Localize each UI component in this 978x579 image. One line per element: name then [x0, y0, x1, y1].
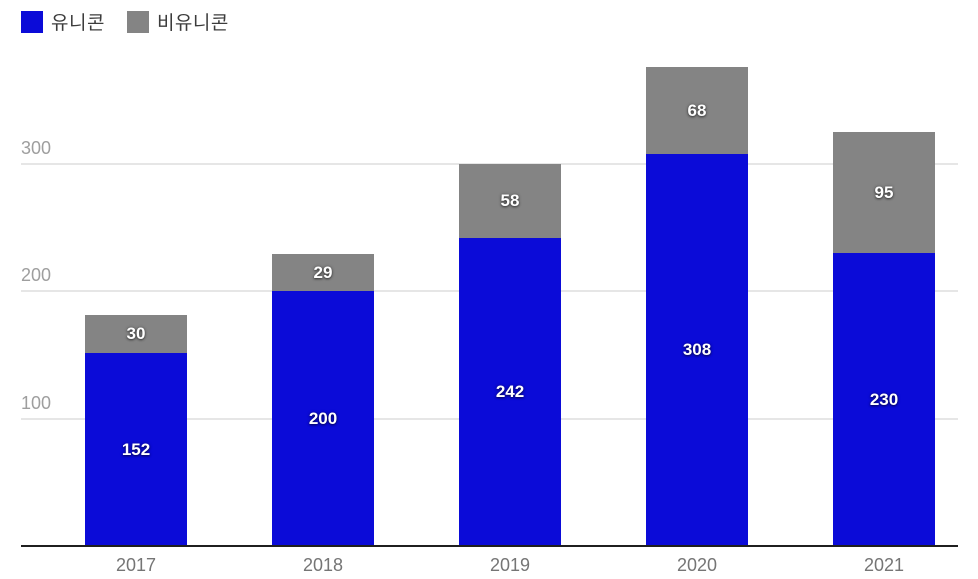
bar-value-non-unicorn-2020: 68 [687, 100, 707, 120]
bar-group-2019: 58 242 [459, 164, 561, 546]
bar-segment-non-unicorn-2021[interactable]: 95 [833, 132, 935, 253]
bar-value-non-unicorn-2018: 29 [313, 262, 333, 282]
bar-segment-non-unicorn-2019[interactable]: 58 [459, 164, 561, 238]
legend-item-non-unicorn: 비유니콘 [126, 8, 229, 35]
ytick-label-200: 200 [21, 265, 52, 285]
bar-value-unicorn-2021: 230 [869, 389, 899, 409]
bar-value-unicorn-2018: 200 [308, 408, 338, 428]
bar-group-2018: 29 200 [272, 254, 374, 546]
bar-value-non-unicorn-2021: 95 [874, 182, 894, 202]
bar-value-unicorn-2019: 242 [495, 382, 525, 401]
bar-segment-unicorn-2017[interactable]: 152 [85, 353, 187, 546]
bar-segment-non-unicorn-2017[interactable]: 30 [85, 315, 187, 353]
bar-group-2017: 30 152 [85, 315, 187, 546]
legend-label-unicorn: 유니콘 [51, 13, 105, 34]
xtick-label-2021: 2021 [863, 555, 905, 575]
bar-value-non-unicorn-2019: 58 [500, 191, 520, 210]
x-axis-line [21, 545, 958, 547]
bar-segment-unicorn-2020[interactable]: 308 [646, 154, 748, 546]
legend-label-non-unicorn: 비유니콘 [156, 13, 229, 34]
legend-swatch-non-unicorn-icon [126, 10, 149, 33]
bar-value-unicorn-2020: 308 [682, 340, 712, 359]
bar-segment-non-unicorn-2020[interactable]: 68 [646, 67, 748, 154]
ytick-label-100: 100 [21, 393, 52, 413]
legend-item-unicorn: 유니콘 [21, 8, 105, 35]
bar-value-unicorn-2017: 152 [121, 439, 151, 459]
chart-legend: 유니콘 비유니콘 [21, 8, 229, 35]
xtick-label-2018: 2018 [302, 555, 344, 575]
bar-value-non-unicorn-2017: 30 [126, 324, 146, 343]
xtick-label-2017: 2017 [115, 555, 157, 575]
legend-swatch-unicorn-icon [21, 10, 43, 33]
xtick-label-2019: 2019 [489, 555, 531, 575]
bar-group-2021: 95 230 [833, 132, 935, 546]
bar-group-2020: 68 308 [646, 67, 748, 546]
bar-segment-unicorn-2018[interactable]: 200 [272, 291, 374, 546]
bar-segment-unicorn-2021[interactable]: 230 [833, 253, 935, 546]
bar-segment-non-unicorn-2018[interactable]: 29 [272, 254, 374, 291]
xtick-label-2020: 2020 [676, 555, 718, 575]
bar-segment-unicorn-2019[interactable]: 242 [459, 238, 561, 546]
ytick-label-300: 300 [21, 138, 52, 158]
